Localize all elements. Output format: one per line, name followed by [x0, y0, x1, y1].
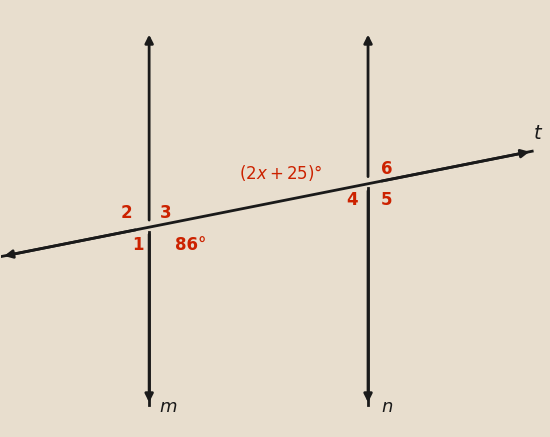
Text: $(2x + 25)°$: $(2x + 25)°$: [239, 163, 322, 183]
Text: 2: 2: [120, 204, 132, 222]
Text: m: m: [160, 399, 177, 416]
Text: 5: 5: [381, 191, 392, 209]
Text: 4: 4: [346, 191, 358, 209]
Text: 6: 6: [381, 160, 392, 178]
Text: 3: 3: [160, 204, 171, 222]
Text: 1: 1: [132, 236, 144, 254]
Text: 86°: 86°: [175, 236, 206, 254]
Text: t: t: [534, 125, 542, 143]
Text: n: n: [382, 399, 393, 416]
